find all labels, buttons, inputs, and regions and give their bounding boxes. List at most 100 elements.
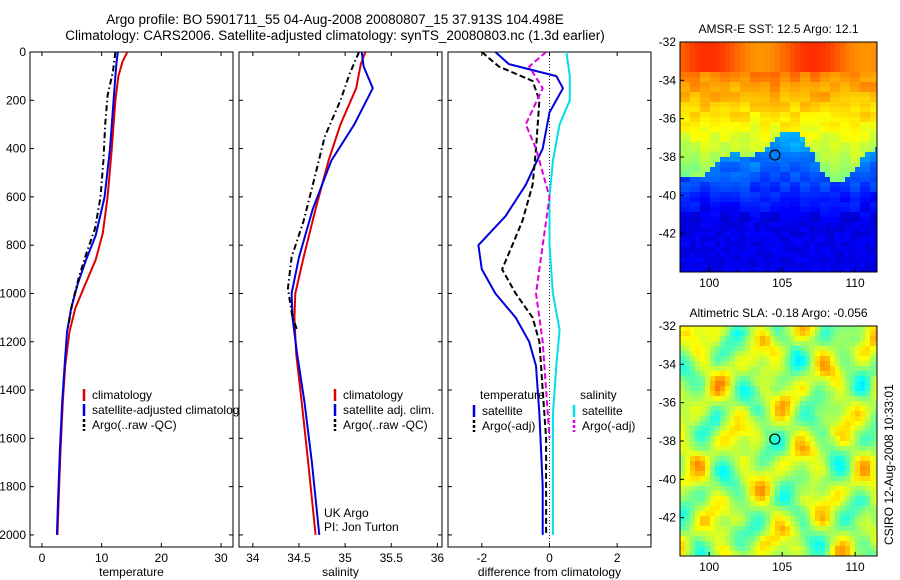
map-cell [810,72,816,78]
map-cell [765,511,771,517]
map-cell [740,212,746,218]
map-cell [720,331,726,337]
map-cell [860,217,866,223]
map-cell [835,197,841,203]
map-cell [810,252,816,258]
map-cell [800,117,806,123]
map-cell [795,207,801,213]
map-cell [850,326,856,332]
map-cell [765,486,771,492]
map-cell [760,137,766,143]
map-cell [720,252,726,258]
map-cell [780,356,786,362]
map-cell [830,551,836,556]
map-cell [755,67,761,73]
map-cell [700,247,706,253]
map-cell [690,227,696,233]
map-cell [840,92,846,98]
map-cell [815,197,821,203]
map-cell [780,326,786,332]
map-cell [740,102,746,108]
map-cell [850,396,856,402]
map-cell [730,391,736,397]
map-cell [730,152,736,158]
map-cell [715,232,721,238]
map-cell [785,212,791,218]
map-cell [790,167,796,173]
map-cell [730,92,736,98]
map-cell [770,67,776,73]
map-cell [810,232,816,238]
map-cell [755,82,761,88]
map-cell [855,521,861,527]
map-cell [695,531,701,537]
map-cell [820,521,826,527]
map-cell [760,536,766,542]
map-cell [795,217,801,223]
map-cell [840,237,846,243]
map-cell [815,481,821,487]
map-cell [790,481,796,487]
map-cell [705,356,711,362]
map-cell [785,351,791,357]
map-cell [865,406,871,412]
map-cell [850,222,856,228]
map-cell [700,127,706,133]
map-cell [720,471,726,477]
map-cell [855,326,861,332]
map-cell [710,177,716,183]
map-cell [795,551,801,556]
map-cell [865,97,871,103]
map-cell [735,47,741,53]
map-cell [760,107,766,113]
map-cell [785,506,791,512]
map-cell [765,72,771,78]
map-cell [800,406,806,412]
map-cell [710,476,716,482]
map-cell [760,97,766,103]
map-cell [860,152,866,158]
map-cell [865,162,871,168]
map-cell [875,147,877,153]
map-cell [710,431,716,437]
map-cell [720,207,726,213]
map-cell [740,431,746,437]
map-cell [870,461,876,467]
map-cell [870,516,876,522]
map-cell [845,222,851,228]
map-cell [730,117,736,123]
map-cell [690,202,696,208]
map-cell [760,451,766,457]
map-cell [795,82,801,88]
argo-position-marker [769,149,781,161]
map-cell [790,237,796,243]
map-cell [865,366,871,372]
map-cell [875,192,877,198]
map-cell [760,431,766,437]
map-cell [770,351,776,357]
map-cell [680,217,686,223]
map-cell [695,446,701,452]
map-cell [835,341,841,347]
map-cell [685,97,691,103]
map-cell [685,237,691,243]
map-cell [810,341,816,347]
map-cell [810,446,816,452]
map-cell [790,67,796,73]
map-cell [790,187,796,193]
map-cell [780,197,786,203]
map-cell [850,62,856,68]
map-cell [710,526,716,532]
map-cell [750,157,756,163]
map-cell [815,202,821,208]
map-cell [750,77,756,83]
map-cell [770,501,776,507]
map-cell [745,376,751,382]
map-cell [815,501,821,507]
map-cell [810,132,816,138]
map-cell [825,386,831,392]
map-cell [680,57,686,63]
map-cell [860,182,866,188]
map-cell [780,506,786,512]
